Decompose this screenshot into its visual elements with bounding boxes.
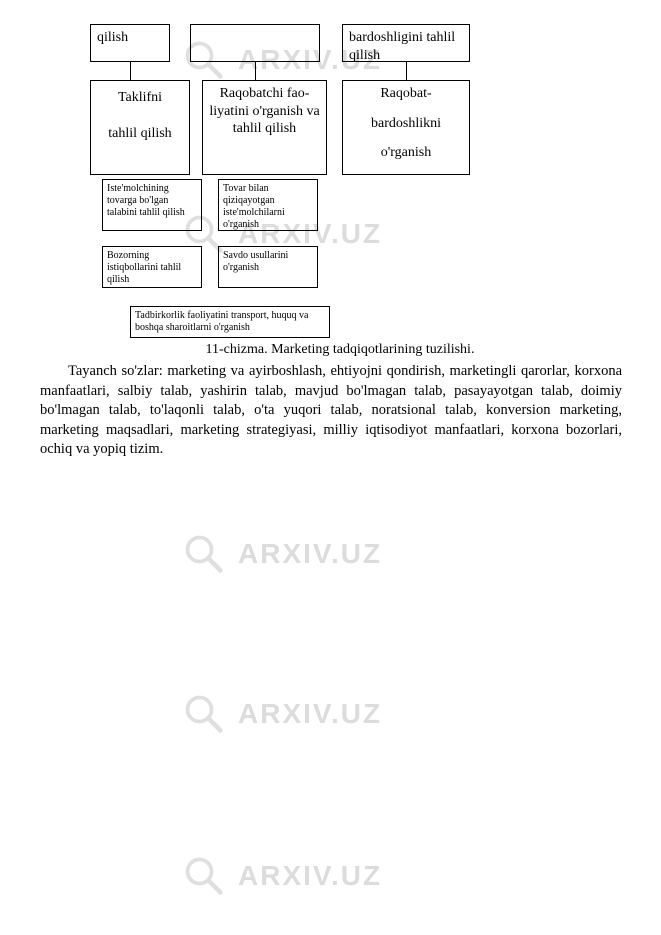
r4-box-b: Savdo usullarini o'rganish (218, 246, 318, 288)
r2-a-l1: Taklifni (97, 89, 183, 107)
r5-box: Tadbirkorlik faoliyatini transport, huqu… (130, 306, 330, 338)
figure-caption: 11-chizma. Marketing tadqiqotlarining tu… (130, 342, 550, 358)
watermark-3: ARXIV.UZ (180, 530, 382, 578)
magnifier-icon (180, 530, 228, 578)
watermark-text: ARXIV.UZ (238, 698, 382, 730)
r1-box-c: bardoshligini tahlil qilish (342, 24, 470, 62)
r1-a-text: qilish (97, 30, 128, 45)
r2-box-a: Taklifni tahlil qilish (90, 80, 190, 175)
caption-text: 11-chizma. Marketing tadqiqotlarining tu… (206, 342, 475, 357)
conn (130, 62, 131, 80)
r4-b-text: Savdo usullarini o'rganish (223, 250, 288, 273)
r2-box-c: Raqobat- bardoshlikni o'rganish (342, 80, 470, 175)
r2-b-l2: liyatini o'rganish va tahlil qilish (209, 103, 320, 138)
magnifier-icon (180, 852, 228, 900)
r3-a-text: Iste'molchining tovarga bo'lgan talabini… (107, 183, 185, 218)
r2-c-l1: Raqobat- (349, 85, 463, 103)
r1-box-b-empty (190, 24, 320, 62)
conn (255, 62, 256, 80)
r3-box-b: Tovar bilan qiziqayotgan iste'molchilarn… (218, 179, 318, 231)
watermark-text: ARXIV.UZ (238, 538, 382, 570)
r1-c-text: bardoshligini tahlil qilish (349, 30, 455, 63)
r1-box-a: qilish (90, 24, 170, 62)
magnifier-icon (180, 690, 228, 738)
r4-a-text: Bozorning istiqbollarini tahlil qilish (107, 250, 181, 285)
watermark-text: ARXIV.UZ (238, 860, 382, 892)
r3-box-a: Iste'molchining tovarga bo'lgan talabini… (102, 179, 202, 231)
r4-box-a: Bozorning istiqbollarini tahlil qilish (102, 246, 202, 288)
r2-c-l3: o'rganish (349, 144, 463, 162)
r5-text: Tadbirkorlik faoliyatini transport, huqu… (135, 310, 308, 333)
watermark-5: ARXIV.UZ (180, 852, 382, 900)
body-paragraph: Tayanch so'zlar: marketing va ayirboshla… (40, 362, 622, 460)
r2-c-l2: bardoshlikni (349, 115, 463, 133)
r2-a-l2: tahlil qilish (97, 125, 183, 143)
r2-box-b: Raqobatchi fao- liyatini o'rganish va ta… (202, 80, 327, 175)
r2-b-l1: Raqobatchi fao- (209, 85, 320, 103)
r3-b-text: Tovar bilan qiziqayotgan iste'molchilarn… (223, 183, 285, 230)
conn (406, 62, 407, 80)
watermark-4: ARXIV.UZ (180, 690, 382, 738)
paragraph-text: Tayanch so'zlar: marketing va ayirboshla… (40, 363, 622, 457)
